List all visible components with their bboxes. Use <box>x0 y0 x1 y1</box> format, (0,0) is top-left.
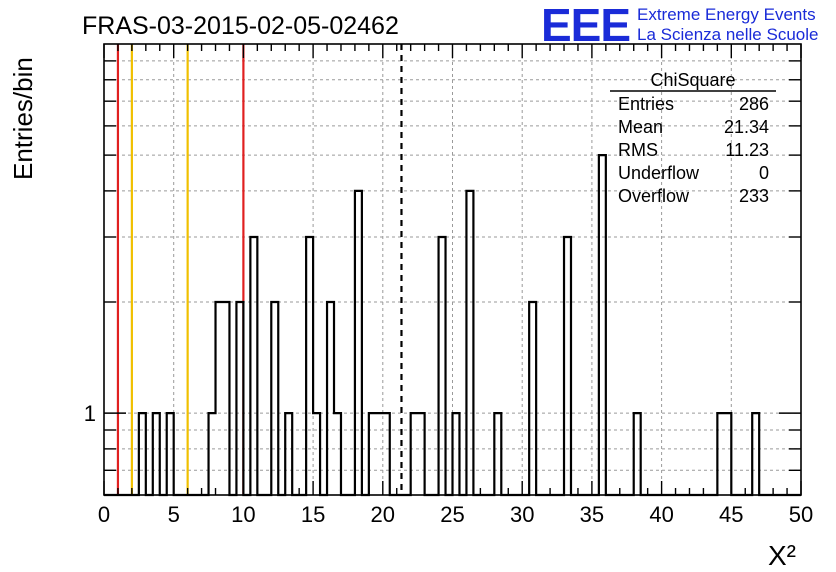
x-tick-label: 40 <box>649 502 673 527</box>
x-tick-label: 45 <box>719 502 743 527</box>
y-tick-label: 1 <box>84 401 96 426</box>
x-tick-label: 35 <box>580 502 604 527</box>
x-tick-label: 20 <box>371 502 395 527</box>
x-tick-label: 30 <box>510 502 534 527</box>
x-tick-label: 25 <box>440 502 464 527</box>
stats-name: ChiSquare <box>650 70 735 90</box>
stats-label-rms: RMS <box>618 140 658 160</box>
stats-value-rms: 11.23 <box>725 140 769 160</box>
stats-label-overflow: Overflow <box>618 186 690 206</box>
x-axis-label: X² <box>768 540 796 571</box>
eee-logo-line1: Extreme Energy Events <box>637 5 816 24</box>
x-axis-ticks: 0 5 10 15 20 25 30 35 40 45 50 <box>98 44 813 527</box>
x-tick-label: 10 <box>231 502 255 527</box>
eee-logo-mark: EEE <box>541 0 630 51</box>
stats-value-underflow: 0 <box>759 163 769 183</box>
stats-label-underflow: Underflow <box>618 163 700 183</box>
y-axis-ticks: 1 <box>84 60 801 471</box>
stats-value-mean: 21.34 <box>724 117 769 137</box>
x-tick-label: 5 <box>168 502 180 527</box>
stats-box: ChiSquare Entries 286 Mean 21.34 RMS 11.… <box>610 70 776 206</box>
stats-label-entries: Entries <box>618 94 674 114</box>
x-tick-label: 15 <box>301 502 325 527</box>
x-tick-label: 0 <box>98 502 110 527</box>
stats-value-overflow: 233 <box>739 186 769 206</box>
y-axis-label: Entries/bin <box>8 57 38 180</box>
stats-label-mean: Mean <box>618 117 663 137</box>
eee-logo-line2: La Scienza nelle Scuole <box>637 25 818 44</box>
x-tick-label: 50 <box>789 502 813 527</box>
chart-title: FRAS-03-2015-02-05-02462 <box>82 12 399 40</box>
stats-value-entries: 286 <box>739 94 769 114</box>
eee-logo: EEE Extreme Energy Events La Scienza nel… <box>541 0 818 51</box>
